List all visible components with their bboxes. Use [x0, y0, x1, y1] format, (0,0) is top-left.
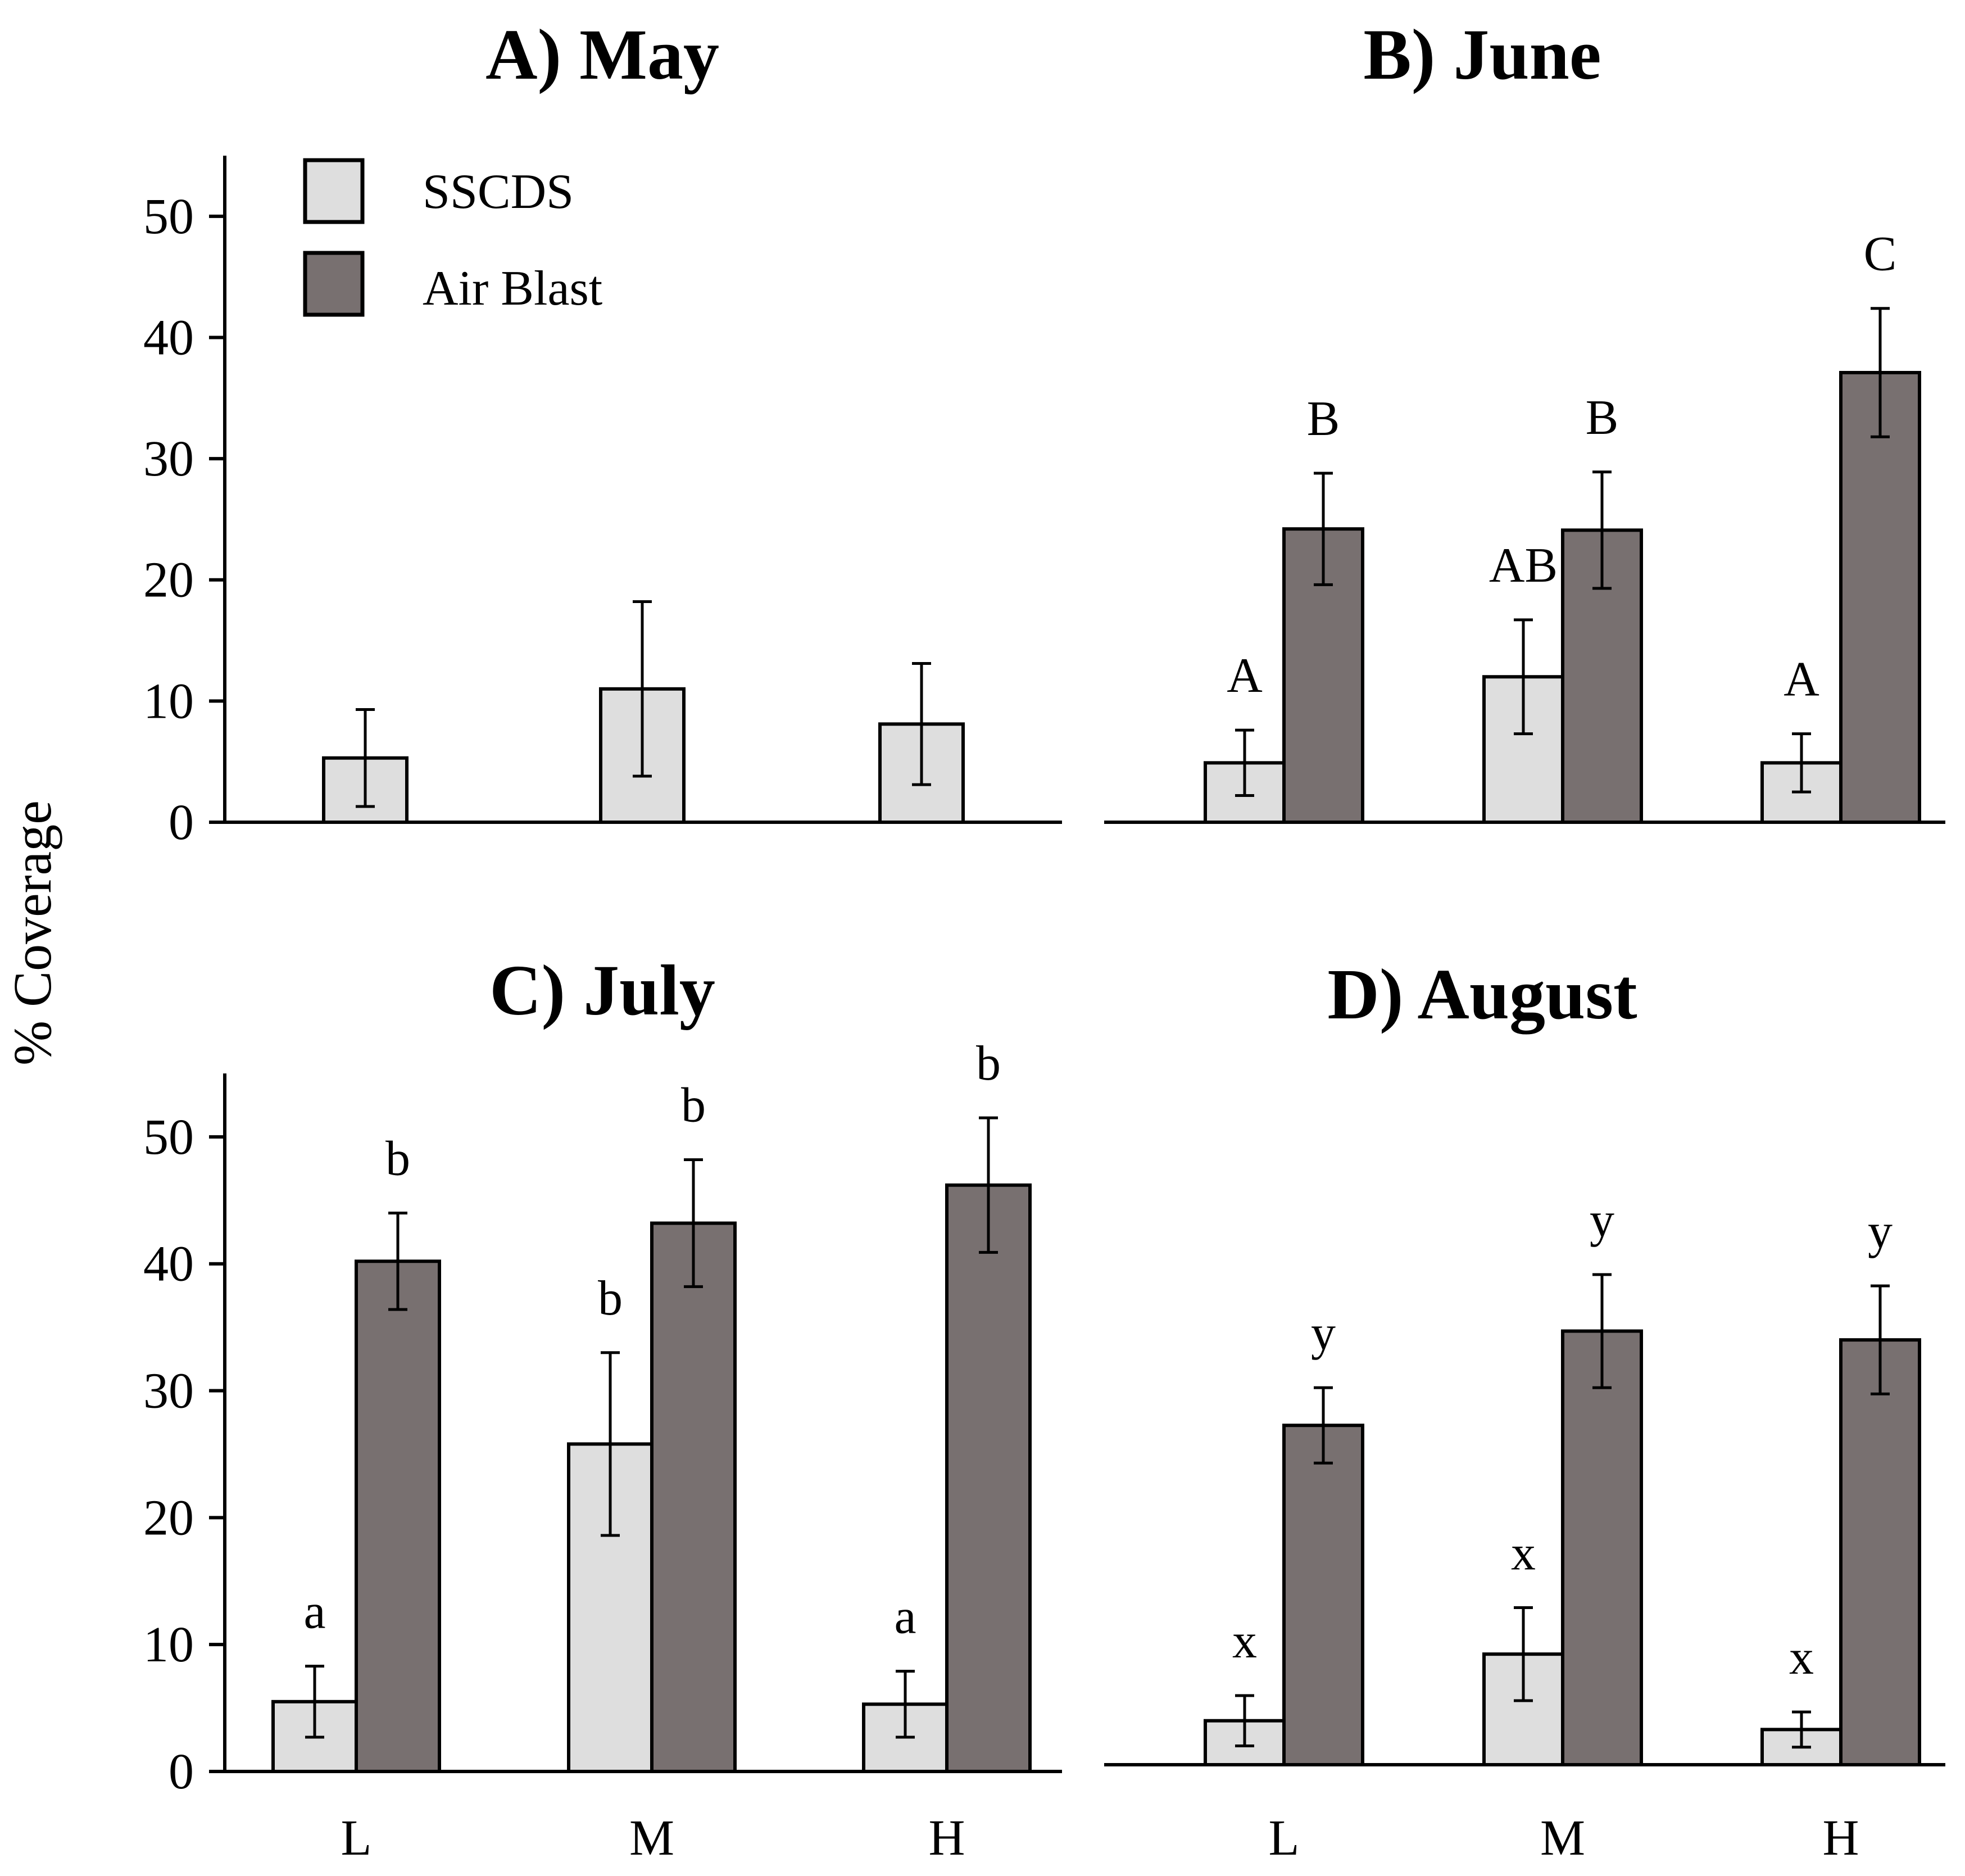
significance-letter: a	[894, 1590, 916, 1644]
significance-letter: a	[303, 1585, 325, 1639]
legend-swatch-sscds	[303, 158, 365, 224]
x-tick-label: L	[1269, 1810, 1300, 1866]
significance-letter: C	[1864, 227, 1897, 282]
panel-title: B) June	[1363, 15, 1601, 94]
y-tick-label: 40	[143, 310, 194, 365]
significance-letter: b	[976, 1036, 1001, 1091]
bar-air-blast-M	[650, 1221, 737, 1774]
y-tick-label: 0	[169, 795, 194, 850]
bar-air-blast-H	[1839, 370, 1921, 824]
y-tick-label: 50	[143, 1109, 194, 1165]
y-tick-label: 30	[143, 1363, 194, 1419]
y-tick-label: 20	[143, 1490, 194, 1546]
panel-4: D) August x y Lx y Mx y H	[1104, 954, 1945, 1866]
significance-letter: y	[1868, 1204, 1893, 1259]
significance-letter: x	[1511, 1526, 1536, 1580]
legend-label-sscds: SSCDS	[423, 165, 574, 219]
x-tick-label: H	[1823, 1810, 1859, 1866]
significance-letter: x	[1232, 1614, 1257, 1669]
y-tick-label: 10	[143, 1617, 194, 1673]
y-tick-label: 30	[143, 431, 194, 487]
panel-3: C) July 0 10 20 30 40 50 a b Lb b Ma b H	[143, 950, 1062, 1866]
significance-letter: B	[1307, 392, 1340, 446]
significance-letter: A	[1784, 652, 1819, 707]
significance-letter: y	[1311, 1306, 1336, 1361]
panel-title: A) May	[485, 15, 719, 94]
legend-label-air-blast: Air Blast	[423, 261, 602, 316]
x-tick-label: L	[341, 1810, 372, 1866]
y-tick-label: 20	[143, 552, 194, 608]
bar-air-blast-L	[1282, 1424, 1364, 1767]
y-tick-label: 50	[143, 189, 194, 244]
panel-1: A) May 0 10 20 30 40 50	[143, 15, 1062, 850]
x-tick-label: H	[929, 1810, 965, 1866]
x-tick-label: M	[629, 1810, 674, 1866]
significance-letter: b	[385, 1131, 410, 1186]
significance-letter: B	[1586, 391, 1619, 445]
x-tick-label: M	[1540, 1810, 1585, 1866]
legend: SSCDS Air Blast	[303, 158, 602, 317]
bar-air-blast-H	[945, 1183, 1032, 1773]
bar-air-blast-H	[1839, 1338, 1921, 1767]
significance-letter: A	[1227, 649, 1263, 703]
panel-title: D) August	[1327, 954, 1637, 1034]
bar-air-blast-L	[355, 1259, 441, 1773]
significance-letter: AB	[1489, 538, 1558, 593]
significance-letter: x	[1789, 1630, 1814, 1685]
legend-swatch-air-blast	[303, 251, 365, 317]
significance-letter: b	[598, 1271, 623, 1326]
y-tick-label: 10	[143, 673, 194, 729]
significance-letter: b	[681, 1079, 706, 1133]
significance-letter: y	[1590, 1193, 1614, 1248]
bar-air-blast-M	[1561, 1329, 1643, 1767]
y-tick-label: 40	[143, 1236, 194, 1292]
y-tick-label: 0	[169, 1744, 194, 1800]
y-axis-title: % Coverage	[2, 800, 62, 1066]
panel-title: C) July	[489, 950, 715, 1030]
